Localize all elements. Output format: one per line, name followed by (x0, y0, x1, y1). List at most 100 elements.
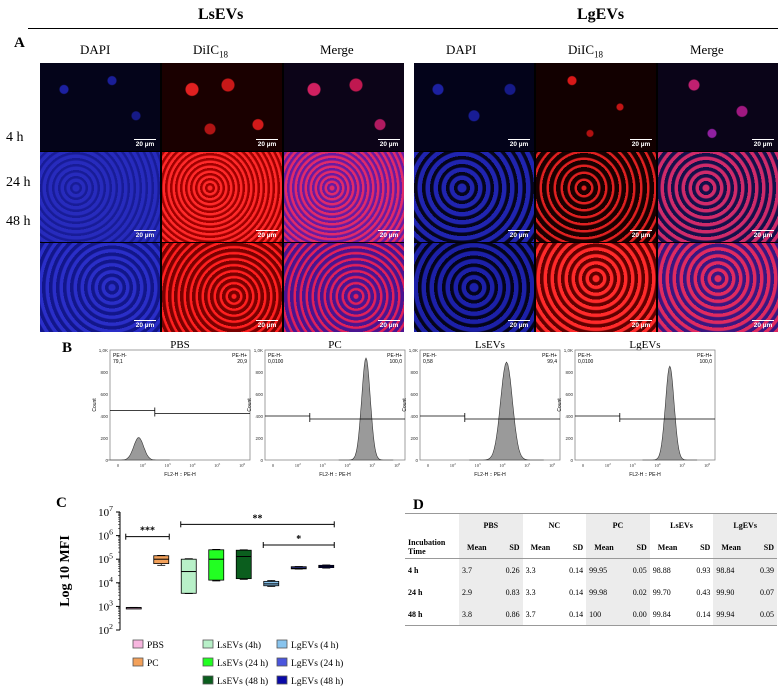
legend-label: LsEVs (4h) (217, 640, 261, 651)
table-cell: 0.14 (696, 609, 711, 619)
mfi-table-container: PBS NC PC LsEVs LgEVs Incubation Time Me… (405, 513, 777, 626)
flow-neg-label: PE-H- (578, 353, 592, 359)
legend-swatch (202, 675, 214, 685)
flow-histogram (469, 361, 544, 461)
flow-panel-1: PBS 0 200 400 600 800 1,0K 0 102 103 104 105 106 Coun… (92, 339, 251, 478)
table-cell: 0.14 (569, 565, 584, 575)
table-cell: 99.95 (586, 558, 622, 581)
micrograph-dapi-4h-right: 20 µm (414, 63, 534, 151)
micrograph-dapi-48h-right: 20 µm (414, 243, 534, 332)
flow-axes (264, 349, 406, 461)
table-cell: 0.00 (621, 603, 650, 626)
box-1 (125, 606, 142, 610)
mfi-table: PBS NC PC LsEVs LgEVs Incubation Time Me… (405, 513, 777, 626)
micrograph-dapi-24h-right: 20 µm (414, 152, 534, 242)
flow-title: LgEVs (629, 339, 660, 351)
micrograph-block-lsevs: 20 µm 20 µm 20 µm 20 µm 20 µm 20 µm 20 µ… (40, 63, 404, 332)
flow-x-tick: 104 (344, 462, 351, 468)
table-sub-sd: SD (700, 542, 711, 552)
table-row: 24 h 2.9 0.83 3.3 0.14 99.98 0.02 99.70 0.43 99.9… (405, 581, 777, 603)
table-cell: 3.3 (525, 587, 536, 597)
legend-item: PBS (132, 639, 164, 651)
flow-y-tick: 400 (410, 414, 418, 419)
table-sub-sd: SD (494, 536, 523, 559)
flow-y-tick: 0 (570, 458, 573, 463)
panel-b-letter: B (62, 340, 73, 356)
flow-histogram (642, 365, 698, 461)
box-body (208, 549, 225, 581)
table-cell: 3.8 (459, 603, 495, 626)
flow-x-tick: 103 (320, 462, 327, 468)
table-cell: 0.43 (696, 587, 711, 597)
table-cell: 0.05 (748, 603, 777, 626)
flow-y-tick: 1,0K (254, 348, 263, 353)
legend-swatch (132, 657, 144, 667)
y-tick-label: 103 (98, 598, 113, 613)
flow-x-tick: 106 (394, 462, 401, 468)
row-label-48h: 48 h (6, 214, 31, 229)
table-cell: 0.39 (748, 558, 777, 581)
micrograph-merge-4h-right: 20 µm (658, 63, 778, 151)
legend-swatch (202, 639, 214, 649)
flow-pos-value: 20,9 (237, 359, 247, 365)
table-cell: 98.88 (652, 565, 671, 575)
micrograph-block-lgevs: 20 µm 20 µm 20 µm 20 µm 20 µm 20 µm 20 µ… (414, 63, 778, 332)
flow-y-tick: 200 (565, 436, 573, 441)
col-label-dil-right: DiIC18 (568, 42, 603, 60)
table-cell: 0.93 (696, 565, 711, 575)
flow-neg-label: PE-H- (423, 353, 437, 359)
flow-x-tick: 0 (272, 463, 275, 468)
table-cell: 99.94 (713, 603, 749, 626)
flow-y-tick: 600 (565, 392, 573, 397)
flow-y-tick: 400 (565, 414, 573, 419)
flow-y-tick: 600 (410, 392, 418, 397)
flow-y-label: Count (557, 398, 563, 412)
col-label-dapi-right: DAPI (446, 42, 477, 57)
flow-y-tick: 600 (255, 392, 263, 397)
flow-neg-label: PE-H- (113, 353, 127, 359)
flow-panel-4: LgEVs 0 200 400 600 800 1,0K 0 102 103 104 105 106 Co… (557, 339, 716, 478)
flow-x-tick: 103 (475, 462, 482, 468)
box-2 (153, 554, 170, 566)
flow-x-tick: 106 (704, 462, 711, 468)
flow-y-tick: 400 (100, 414, 108, 419)
flow-y-tick: 800 (255, 370, 263, 375)
flow-neg-value: 79,1 (113, 359, 123, 365)
legend-label: LsEVs (24 h) (217, 658, 268, 669)
table-sub-mean: Mean (657, 542, 678, 552)
flow-y-tick: 0 (260, 458, 263, 463)
flow-x-label: FL2-H :: PE-H (164, 472, 196, 478)
micrograph-dil-48h-left: 20 µm (162, 243, 282, 332)
group-title-lsevs: LsEVs (198, 6, 244, 23)
table-group-pc: PC (586, 513, 650, 536)
flow-title: PC (328, 339, 341, 351)
legend-label: PC (147, 659, 159, 669)
flow-panel-3: LsEVs 0 200 400 600 800 1,0K 0 102 103 104 105 106 Co… (402, 339, 561, 478)
micrograph-dil-4h-left: 20 µm (162, 63, 282, 151)
box-7 (290, 566, 307, 570)
flow-x-tick: 104 (499, 462, 506, 468)
flow-x-tick: 105 (679, 462, 686, 468)
flow-x-tick: 103 (165, 462, 172, 468)
flow-neg-value: 0,0100 (578, 359, 594, 365)
flow-x-tick: 102 (450, 462, 457, 468)
flow-x-label: FL2-H :: PE-H (629, 472, 661, 478)
flow-y-label: Count (402, 398, 408, 412)
flow-neg-value: 0,0100 (268, 359, 284, 365)
table-group-pbs: PBS (459, 513, 523, 536)
flow-pos-value: 99,4 (547, 359, 557, 365)
flow-y-tick: 800 (100, 370, 108, 375)
legend-item: LsEVs (4h) (202, 639, 261, 651)
table-cell: 0.07 (748, 581, 777, 603)
flow-x-tick: 105 (369, 462, 376, 468)
flow-pos-value: 100,0 (699, 359, 712, 365)
legend-swatch (276, 675, 288, 685)
legend-swatch (276, 639, 288, 649)
legend-label: LgEVs (48 h) (291, 676, 343, 687)
table-cell: 99.84 (652, 609, 671, 619)
flow-axes (419, 349, 561, 461)
flow-x-tick: 105 (524, 462, 531, 468)
col-label-dapi-left: DAPI (80, 42, 111, 57)
flow-x-tick: 104 (654, 462, 661, 468)
